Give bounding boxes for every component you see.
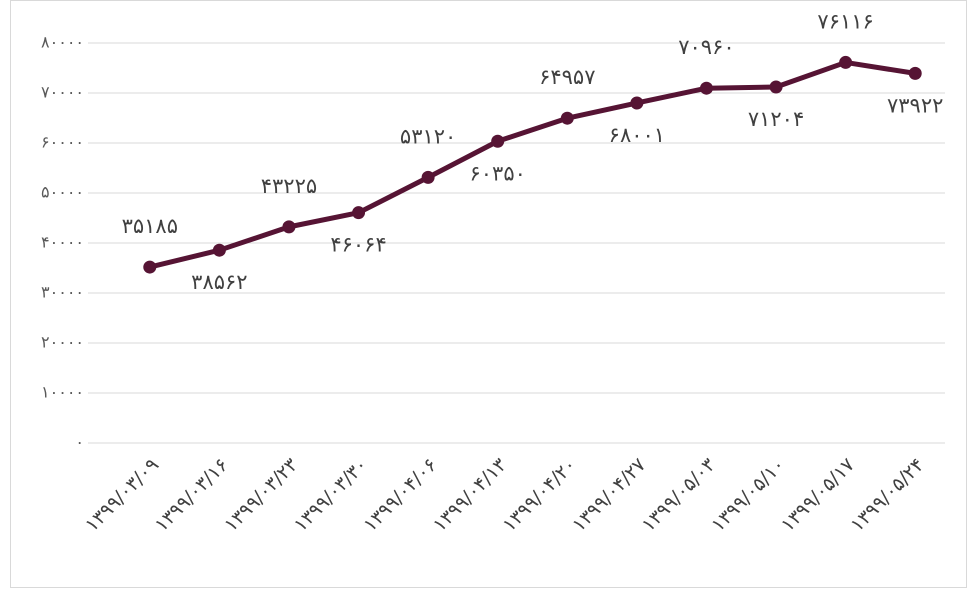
y-tick-label: ۰ — [75, 433, 84, 452]
data-point — [421, 170, 435, 184]
data-point — [352, 206, 366, 220]
data-point — [699, 81, 713, 95]
chart-frame — [10, 0, 967, 588]
data-label: ۳۸۵۶۲ — [191, 270, 247, 294]
data-label: ۶۸۰۰۱ — [609, 123, 665, 147]
data-point — [212, 243, 226, 257]
data-point — [908, 66, 922, 80]
y-tick-label: ۳۰۰۰۰ — [41, 283, 84, 302]
y-tick-label: ۴۰۰۰۰ — [41, 233, 84, 252]
y-tick-label: ۱۰۰۰۰ — [41, 383, 84, 402]
y-tick-label: ۵۰۰۰۰ — [41, 183, 84, 202]
data-label: ۶۴۹۵۷ — [539, 65, 595, 89]
data-label: ۷۶۱۱۶ — [817, 9, 873, 33]
data-point — [282, 220, 296, 234]
data-label: ۷۳۹۲۲ — [887, 93, 943, 117]
data-label: ۷۰۹۶۰ — [678, 35, 734, 59]
data-point — [769, 80, 783, 94]
data-point — [491, 134, 505, 148]
data-line — [149, 59, 916, 270]
data-point — [560, 111, 574, 125]
data-label: ۴۳۲۲۵ — [261, 174, 317, 198]
data-label: ۳۵۱۸۵ — [122, 214, 178, 238]
y-tick-label: ۲۰۰۰۰ — [41, 333, 84, 352]
data-point — [839, 55, 853, 69]
y-tick-label: ۷۰۰۰۰ — [41, 83, 84, 102]
y-tick-label: ۶۰۰۰۰ — [41, 133, 84, 152]
data-label: ۴۶۰۶۴ — [330, 233, 386, 257]
y-tick-label: ۸۰۰۰۰ — [41, 33, 84, 52]
data-point — [143, 260, 157, 274]
data-label: ۵۳۱۲۰ — [400, 124, 456, 148]
data-label: ۷۱۲۰۴ — [748, 107, 804, 131]
data-point — [630, 96, 644, 110]
data-label: ۶۰۳۵۰ — [470, 161, 526, 185]
